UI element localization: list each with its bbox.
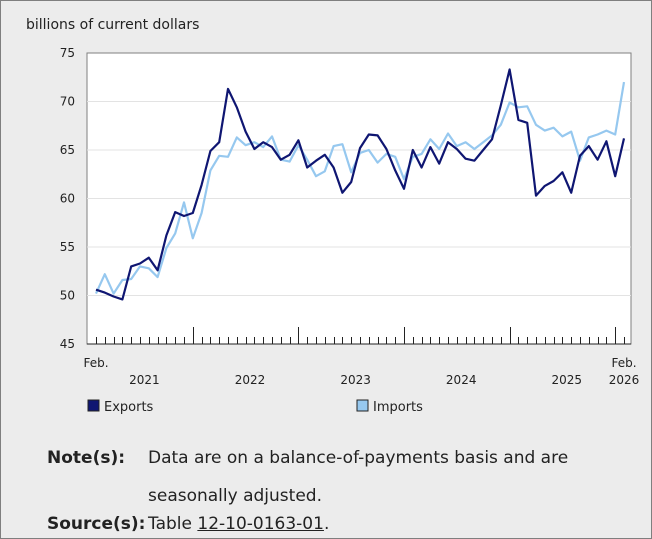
series-lines <box>94 68 626 301</box>
legend-label-exports: Exports <box>104 400 154 415</box>
source-suffix: . <box>323 514 330 534</box>
y-tick-label: 55 <box>60 240 75 254</box>
y-tick-labels: 45 50 55 60 65 70 75 <box>60 46 75 351</box>
legend: Exports Imports <box>87 399 423 415</box>
y-tick-label: 60 <box>60 192 75 206</box>
legend-label-imports: Imports <box>373 400 423 415</box>
y-tick-label: 65 <box>60 143 75 157</box>
y-tick-label: 45 <box>60 337 75 351</box>
x-year-label: 2026 <box>609 373 640 387</box>
x-tick-labels: Feb. Feb. 2021 2022 2023 2024 2025 2026 <box>83 356 639 387</box>
series-line-exports <box>95 68 626 301</box>
note-label: Note(s): <box>47 448 126 468</box>
series-line-imports <box>94 81 626 295</box>
source-label: Source(s): <box>47 514 146 534</box>
x-year-label: 2021 <box>129 373 160 387</box>
line-chart: billions of current dollars 45 50 55 60 65 70… <box>26 17 639 415</box>
source-prefix: Table <box>148 514 198 534</box>
legend-swatch-exports <box>87 399 100 412</box>
y-axis-label: billions of current dollars <box>26 17 199 33</box>
y-tick-label: 50 <box>60 289 75 303</box>
legend-swatch-imports <box>356 399 369 412</box>
y-tick-label: 75 <box>60 46 75 60</box>
x-year-label: 2024 <box>446 373 477 387</box>
y-tick-label: 70 <box>60 95 75 109</box>
y-gridlines <box>87 101 631 296</box>
source-block: Source(s): Table 12-10-0163-01. <box>47 514 329 534</box>
x-year-label: 2025 <box>552 373 583 387</box>
x-start-label: Feb. <box>83 356 108 370</box>
x-year-label: 2023 <box>340 373 371 387</box>
x-axis-ticks <box>87 327 631 345</box>
x-year-label: 2022 <box>235 373 266 387</box>
note-text: Data are on a balance-of-payments basis … <box>148 448 569 506</box>
note-block: Note(s): Data are on a balance-of-paymen… <box>47 439 607 506</box>
source-table-link[interactable]: 12-10-0163-01 <box>197 514 324 534</box>
x-end-label: Feb. <box>611 356 636 370</box>
